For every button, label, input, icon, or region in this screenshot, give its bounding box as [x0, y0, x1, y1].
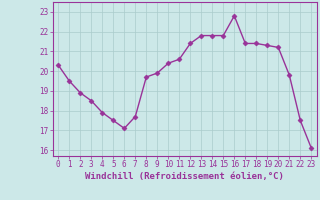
X-axis label: Windchill (Refroidissement éolien,°C): Windchill (Refroidissement éolien,°C) [85, 172, 284, 181]
